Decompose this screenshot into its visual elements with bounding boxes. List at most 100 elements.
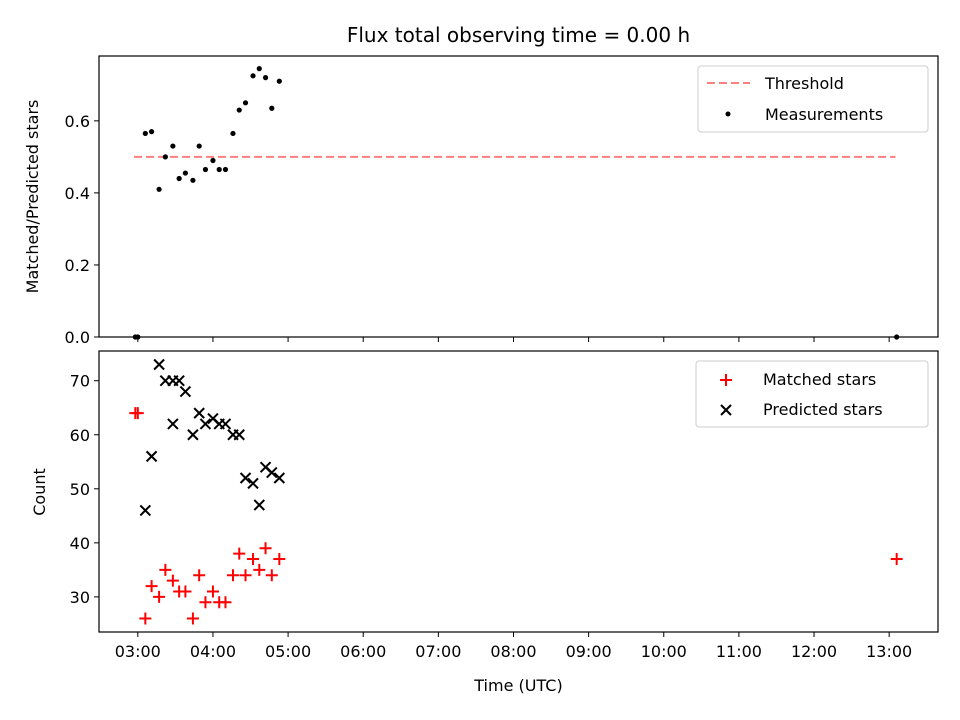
measurements-point [170,143,176,149]
matched-stars-point [159,563,172,576]
measurements-point [148,129,155,135]
bottom-y-tick-label: 60 [70,426,90,445]
matched-stars-point [145,580,158,593]
matched-stars-point [253,563,266,576]
bottom-axes-frame [98,350,939,633]
bottom-ticks: 03:00 04:00 05:00 06:00 07:00 08:00 09:00 10:00… [70,372,913,661]
matched-stars-point [226,569,239,582]
top-legend: Threshold Measurements [697,65,929,133]
matched-stars-point [265,569,278,582]
predicted-stars-point [266,466,278,479]
bottom-y-tick-label: 30 [70,588,90,607]
matched-stars-point [206,585,219,598]
bottom-legend-box [695,360,929,428]
measurements-point [176,175,182,182]
bottom-legend: Matched stars Predicted stars [695,360,929,428]
top-axes-frame [98,55,939,338]
bottom-panel: Count Time (UTC) 03:00 04:00 05:00 06:00 07:… [30,350,939,695]
top-y-axis-label: Matched/Predicted stars [23,100,42,294]
top-y-tick-label: 0.4 [65,184,90,203]
matched-stars-legend-label: Matched stars [763,370,876,389]
measurements-point [202,166,209,173]
measurements-point [196,143,202,149]
x-axis-label: Time (UTC) [473,676,562,695]
predicted-stars-point [145,450,158,463]
x-tick-label: 12:00 [791,642,837,661]
threshold-legend-label: Threshold [764,74,844,93]
bottom-y-tick-label: 40 [70,534,90,553]
measurements-point [242,100,249,106]
measurements-legend-label: Measurements [765,105,883,124]
predicted-stars-point [179,385,192,398]
x-tick-label: 11:00 [716,642,762,661]
top-y-tick-label: 0.0 [65,328,90,347]
chart-title: Flux total observing time = 0.00 h [347,23,690,47]
top-y-tick-label: 0.6 [65,112,90,131]
top-y-tick-label: 0.2 [65,256,90,275]
bottom-plot-area [129,358,903,625]
measurements-point [276,78,282,84]
matched-stars-point [259,542,272,555]
matched-stars-point [193,569,206,582]
matched-stars-legend-swatch [720,374,732,386]
measurements-point [236,107,242,113]
measurements-point [190,177,196,183]
top-plot-area [132,66,900,340]
matched-stars-point [239,569,252,582]
measurements-point [142,130,148,137]
measurements-point [210,157,216,164]
measurements-point [162,154,168,160]
matched-stars-point [139,612,152,625]
x-tick-label: 07:00 [415,642,461,661]
matched-stars-point [199,596,212,609]
x-tick-label: 09:00 [566,642,612,661]
matched-stars-point [131,407,144,420]
measurements-point [269,105,275,111]
x-tick-label: 10:00 [641,642,687,661]
measurements-point [156,186,162,192]
bottom-y-axis-label: Count [30,468,49,516]
predicted-stars-point [233,429,245,441]
measurements-point [230,130,236,137]
bottom-y-tick-label: 70 [70,372,90,391]
measurements-point [222,166,229,173]
measurements-point [216,166,222,173]
predicted-stars-point [239,472,252,484]
matched-stars-point [153,590,166,603]
measurements-point [256,66,262,72]
matched-stars-point [219,596,232,609]
measurements-legend-swatch [725,111,731,117]
measurements-point [182,170,189,176]
predicted-stars-legend-swatch [720,404,732,416]
predicted-stars-point [193,407,205,419]
x-tick-label: 04:00 [190,642,236,661]
top-ticks: 0.0 0.2 0.4 0.6 [65,112,890,347]
x-tick-label: 06:00 [340,642,386,661]
predicted-stars-point [153,358,165,371]
matched-stars-point [890,553,903,566]
bottom-y-tick-label: 50 [70,480,90,499]
predicted-stars-point [219,418,232,430]
top-panel: Matched/Predicted stars 0.0 0.2 0.4 0.6 Thr… [23,55,939,347]
x-tick-label: 05:00 [265,642,311,661]
x-tick-label: 03:00 [115,642,161,661]
predicted-stars-point [167,418,179,430]
matched-stars-point [179,585,192,598]
predicted-stars-point [187,429,199,441]
predicted-stars-point [173,375,185,387]
top-legend-box [697,65,929,133]
measurements-point [250,73,256,79]
predicted-stars-legend-label: Predicted stars [763,400,883,419]
measurements-point [262,75,269,81]
predicted-stars-point [199,418,212,430]
matched-stars-point [273,553,286,566]
matched-stars-point [233,547,246,560]
matched-stars-point [186,612,199,625]
predicted-stars-point [253,499,265,511]
matched-stars-point [247,553,260,566]
matched-stars-point [166,574,179,587]
predicted-stars-point [139,504,152,517]
x-tick-label: 08:00 [490,642,536,661]
predicted-stars-point [247,477,259,490]
